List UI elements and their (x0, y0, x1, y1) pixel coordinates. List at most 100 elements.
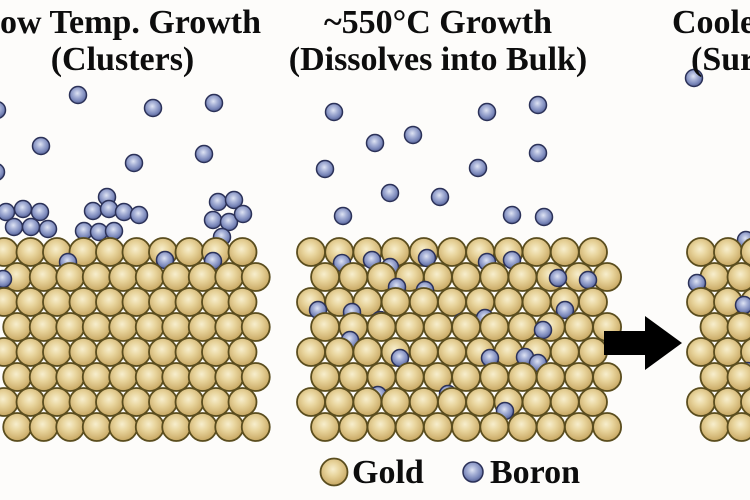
gold-atom (187, 312, 218, 342)
boron-atom (124, 153, 144, 173)
gold-atom (95, 337, 125, 367)
gold-atom (465, 387, 496, 417)
gold-atom (68, 287, 99, 317)
gold-atom (2, 362, 33, 392)
gold-atom (578, 387, 608, 417)
gold-atom (187, 362, 218, 392)
gold-atom (479, 412, 510, 442)
boron-atom (104, 221, 124, 241)
gold-atom (726, 362, 750, 392)
gold-atom (310, 262, 341, 292)
gold-atom (338, 262, 369, 292)
gold-atom (740, 237, 750, 267)
boron-atom (403, 125, 423, 145)
gold-atom (161, 412, 192, 442)
boron-atom (204, 93, 224, 113)
boron-atom (114, 202, 134, 222)
gold-atom (134, 412, 165, 442)
boron-atom (30, 202, 50, 222)
gold-atom (42, 287, 72, 317)
gold-atom (310, 412, 341, 442)
boron-atom (324, 102, 344, 122)
gold-atom (394, 312, 425, 342)
gold-atom (324, 337, 355, 367)
gold-atom (240, 312, 271, 342)
gold-atom (699, 362, 730, 392)
gold-atom (366, 312, 397, 342)
panel-title-550c-line2: (Dissolves into Bulk) (288, 41, 588, 78)
gold-atom (296, 387, 326, 417)
panel-title-550c-line1: ~550°C Growth (323, 4, 553, 41)
boron-atom (224, 190, 244, 210)
gold-atom (55, 362, 86, 392)
gold-atom (713, 237, 743, 267)
gold-atom (15, 337, 46, 367)
gold-atom (0, 387, 19, 417)
gold-atom (214, 312, 245, 342)
gold-atom (108, 312, 139, 342)
gold-atom (174, 287, 205, 317)
gold-atom (451, 362, 482, 392)
gold-atom (68, 387, 99, 417)
boron-atom (502, 205, 522, 225)
boron-atom (684, 68, 704, 88)
boron-atom (333, 206, 353, 226)
gold-atom (437, 337, 467, 367)
gold-atom (28, 262, 59, 292)
gold-atom (352, 387, 383, 417)
gold-atom (174, 387, 205, 417)
gold-atom (15, 387, 46, 417)
gold-atom (81, 412, 112, 442)
gold-atom (28, 362, 59, 392)
boron-atom (129, 205, 149, 225)
gold-atom (740, 337, 750, 367)
gold-atom (227, 387, 258, 417)
gold-atom (564, 412, 594, 442)
panel-title-cooled-line1: Coole (672, 4, 750, 41)
gold-atom (108, 362, 139, 392)
boron-atom (555, 300, 575, 320)
gold-atom (310, 312, 341, 342)
gold-atom (726, 262, 750, 292)
boron-atom (380, 183, 400, 203)
gold-atom (507, 312, 538, 342)
gold-atom (713, 387, 743, 417)
legend-gold-swatch (319, 457, 349, 487)
gold-atom (148, 287, 178, 317)
gold-atom (201, 337, 231, 367)
gold-atom (479, 312, 510, 342)
gold-atom (408, 387, 439, 417)
boron-atom (143, 98, 163, 118)
gold-atom (549, 387, 580, 417)
panel-title-low-temp-line1: ow Temp. Growth (0, 4, 262, 41)
gold-atom (592, 412, 622, 442)
gold-atom (296, 337, 326, 367)
boron-atom (68, 85, 88, 105)
legend-gold-label: Gold (352, 454, 424, 491)
gold-atom (42, 387, 72, 417)
gold-atom (352, 337, 383, 367)
legend-boron-swatch (462, 461, 484, 483)
panel-title-cooled-line2: (Surf (691, 41, 750, 78)
boron-atom (31, 136, 51, 156)
gold-atom (15, 237, 46, 267)
gold-atom (507, 362, 538, 392)
gold-atom (0, 237, 19, 267)
gold-atom (2, 312, 33, 342)
gold-atom (134, 312, 165, 342)
boron-atom (417, 248, 437, 268)
gold-atom (535, 362, 566, 392)
gold-atom (521, 287, 552, 317)
gold-atom (578, 337, 608, 367)
boron-atom (13, 199, 33, 219)
gold-atom (686, 237, 716, 267)
gold-atom (55, 312, 86, 342)
gold-atom (55, 412, 86, 442)
boron-atom (194, 144, 214, 164)
gold-atom (564, 312, 594, 342)
gold-atom (240, 362, 271, 392)
gold-atom (686, 337, 716, 367)
boron-atom (430, 187, 450, 207)
gold-atom (422, 412, 453, 442)
